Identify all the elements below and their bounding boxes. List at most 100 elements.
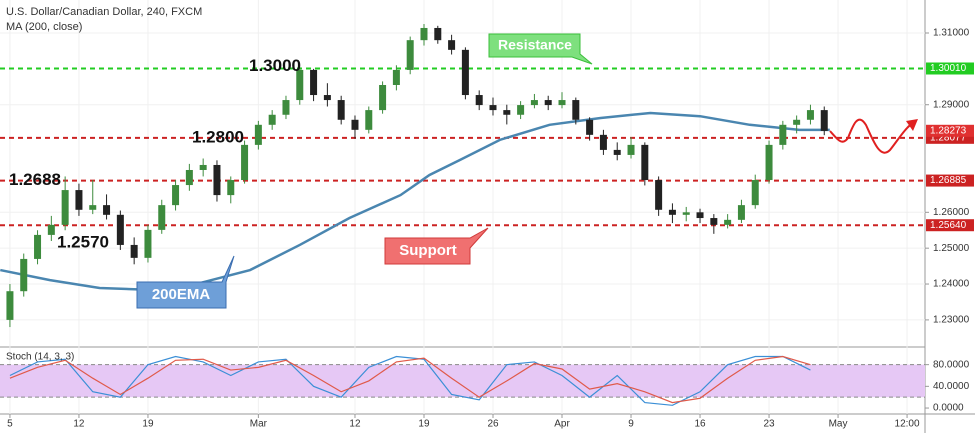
candle-body [461,49,469,96]
y-tick-label: 80.0000 [933,359,970,370]
candle-body [779,124,787,145]
candle-body [517,105,525,115]
candle-body [282,100,290,115]
price-box-label: 1.25640 [930,220,967,231]
candle-body [475,95,483,106]
level-note: 1.2570 [57,233,109,252]
x-tick-label: 12:00 [895,419,920,430]
candle-body [199,164,207,170]
price-box-label: 1.30010 [930,63,967,74]
callout-text: 200EMA [152,286,211,303]
candle-body [268,114,276,125]
candle-body [365,110,373,130]
y-tick-label: 40.0000 [933,381,970,392]
x-tick-label: 16 [694,419,706,430]
candle-body [793,119,801,125]
candle-body [310,69,318,96]
candle-body [323,95,331,101]
candle-body [144,229,152,258]
y-tick-label: 1.31000 [933,28,970,39]
callout-text: Resistance [498,37,572,53]
candle-body [130,244,138,258]
candle-body [213,164,221,196]
candle-body [379,84,387,111]
y-tick-label: 1.23000 [933,315,970,326]
candle-body [627,144,635,155]
candle-body [641,144,649,181]
candle-body [586,119,594,135]
candle-body [6,291,14,320]
callout-box [488,33,593,65]
candle-body [296,69,304,101]
candle-body [434,27,442,41]
callout-box [384,227,489,265]
candle-body [503,110,511,115]
x-tick-label: 23 [763,419,775,430]
candle-body [751,180,759,206]
resistance-callout: Resistance [488,33,593,65]
candle-body [34,234,42,259]
candle-body [765,144,773,181]
y-tick-label: 1.26000 [933,207,970,218]
chart-subtitle: MA (200, close) [6,21,82,33]
candle-body [61,190,69,225]
x-tick-label: 19 [142,419,154,430]
x-tick-label: Mar [250,419,268,430]
candle-body [599,134,607,150]
y-tick-label: 1.25000 [933,243,970,254]
candle-body [820,110,828,131]
candle-body [489,105,497,111]
x-tick-label: May [829,419,848,430]
x-tick-label: 19 [418,419,430,430]
candle-body [406,40,414,70]
candle-body [655,180,663,210]
candle-body [392,69,400,85]
stoch-title: Stoch (14, 3, 3) [6,352,74,363]
callout-text: Support [399,242,457,259]
x-tick-label: 26 [487,419,499,430]
price-box-label: 1.26885 [930,175,967,186]
candle-body [558,100,566,106]
candle-body [682,212,690,215]
candle-body [710,218,718,225]
level-note: 1.2688 [9,170,61,189]
candle-body [20,258,28,292]
x-tick-label: 5 [7,419,13,430]
level-note: 1.2800 [192,127,244,146]
candle-body [116,214,124,245]
y-tick-label: 1.24000 [933,279,970,290]
candle-body [544,100,552,106]
candle-body [696,212,704,219]
candle-body [351,119,359,130]
x-tick-label: 12 [73,419,85,430]
price-box-label: 1.28077 [930,132,967,143]
stoch-line [9,355,811,406]
x-tick-label: 9 [628,419,634,430]
candle-body [737,205,745,220]
price-box [926,124,974,137]
ema-callout: 200EMA [136,255,235,309]
y-tick-label: 1.29000 [933,99,970,110]
level-note: 1.3000 [249,56,301,75]
x-tick-label: Apr [554,419,570,430]
candle-body [103,205,111,215]
candle-body [724,219,732,225]
candle-body [75,190,83,210]
candle-body [572,100,580,120]
price-box [926,219,974,232]
candle-body [337,100,345,120]
candle-body [420,27,428,41]
candle-body [185,169,193,186]
candle-body [241,144,249,181]
candle-body [227,180,235,196]
y-tick-label: 0.0000 [933,403,964,414]
candle-body [613,149,621,155]
candle-body [172,185,180,206]
projection-arrow [829,118,915,154]
callout-box [136,255,235,309]
price-box-label: 1.28273 [930,125,967,136]
candle-body [530,100,538,106]
candle-body [158,205,166,230]
